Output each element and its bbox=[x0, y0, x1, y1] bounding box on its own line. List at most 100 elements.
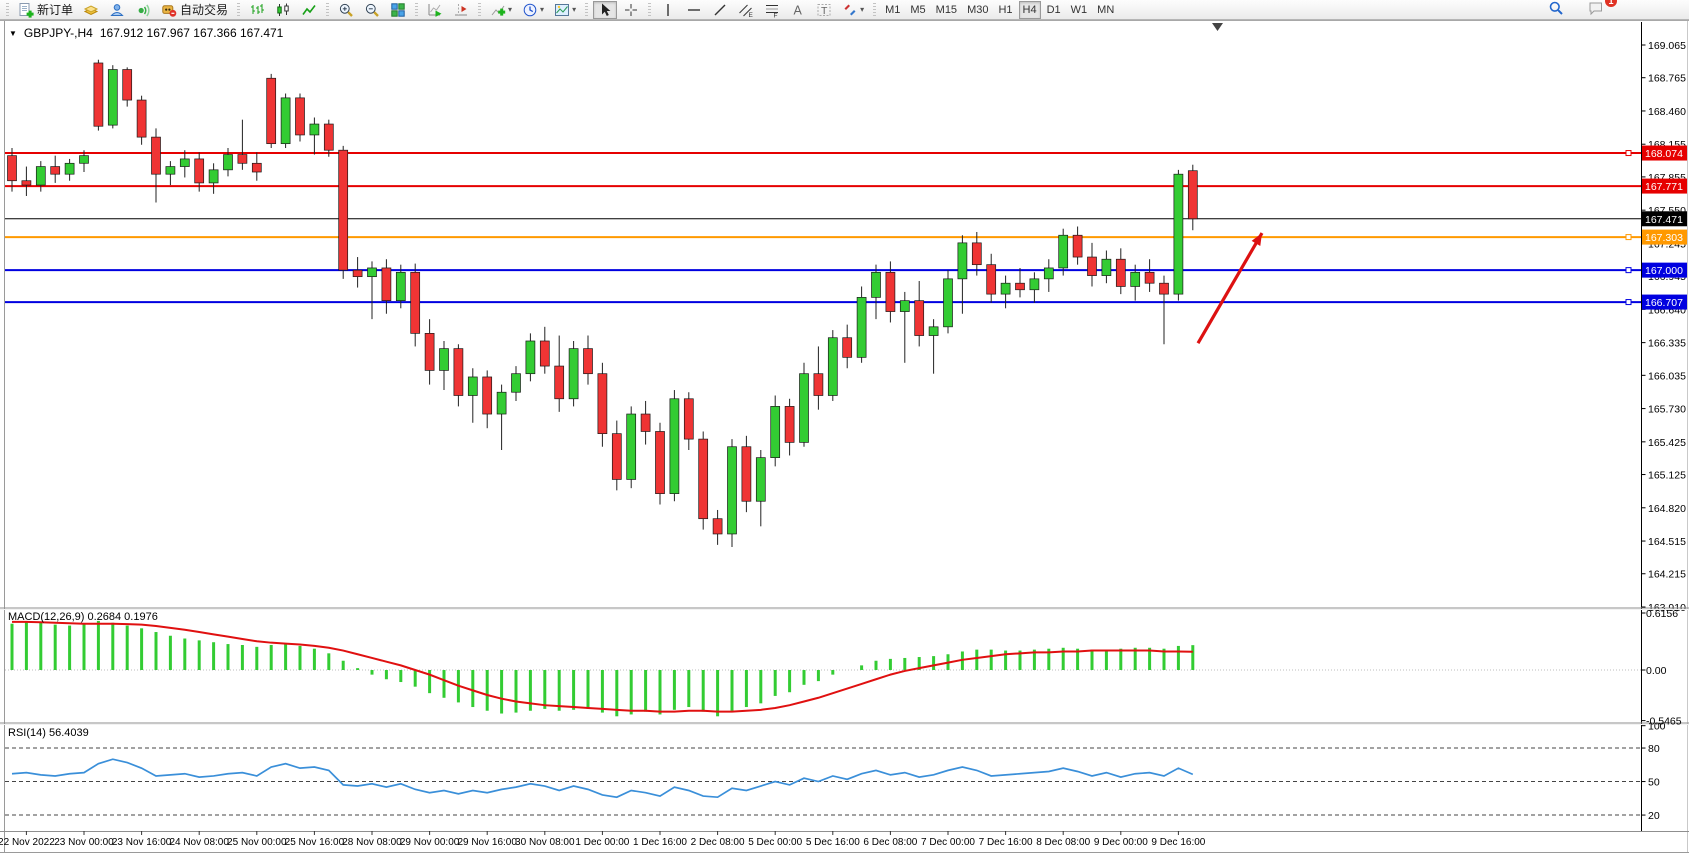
tile-windows-button[interactable] bbox=[386, 1, 410, 19]
trendline-button[interactable] bbox=[708, 1, 732, 19]
price-level-label-bg bbox=[1642, 294, 1687, 310]
zoom-in-button[interactable] bbox=[334, 1, 358, 19]
bear-candle-body bbox=[1187, 170, 1198, 220]
time-axis-label: 6 Dec 08:00 bbox=[863, 837, 917, 848]
bull-candle-body bbox=[799, 373, 809, 443]
signals-button[interactable] bbox=[131, 1, 155, 19]
line-chart-button[interactable] bbox=[297, 1, 321, 19]
tf-m5-label: M5 bbox=[910, 3, 926, 16]
search-button[interactable] bbox=[1544, 0, 1568, 17]
time-axis-label: 23 Nov 16:00 bbox=[112, 837, 172, 848]
fibonacci-button[interactable]: F bbox=[760, 1, 784, 19]
text-button[interactable]: A bbox=[786, 1, 810, 19]
tf-m5-button[interactable]: M5 bbox=[906, 1, 929, 19]
text-label-button[interactable]: T bbox=[812, 1, 836, 19]
bear-candle-body bbox=[842, 337, 853, 358]
bar-chart-button[interactable] bbox=[245, 1, 269, 19]
level-line-handle[interactable] bbox=[1625, 267, 1632, 274]
chevron-down-icon: ▾ bbox=[860, 5, 865, 14]
candlestick-chart-button[interactable] bbox=[271, 1, 295, 19]
level-line-handle[interactable] bbox=[1625, 234, 1632, 241]
tf-h1-button[interactable]: H1 bbox=[994, 1, 1016, 19]
indicators-button[interactable]: ▾ bbox=[486, 1, 516, 19]
price-level-label-bg bbox=[1642, 229, 1687, 245]
price-level-label: 166.707 bbox=[1645, 297, 1683, 309]
time-axis-label: 25 Nov 00:00 bbox=[227, 837, 287, 848]
tf-d1-label: D1 bbox=[1046, 3, 1061, 16]
tf-m1-button[interactable]: M1 bbox=[881, 1, 904, 19]
bear-candle-body bbox=[194, 158, 205, 184]
bear-candle-body bbox=[1015, 282, 1025, 291]
equidistant-channel-button[interactable]: E bbox=[734, 1, 758, 19]
price-level-label-bg bbox=[1642, 262, 1687, 278]
templates-button[interactable]: ▾ bbox=[550, 1, 580, 19]
time-axis-label: 29 Nov 16:00 bbox=[457, 837, 517, 848]
bear-candle-body bbox=[885, 271, 896, 312]
bear-candle-body bbox=[655, 431, 665, 494]
auto-scroll-button[interactable] bbox=[423, 1, 447, 19]
chat-button[interactable] bbox=[1584, 0, 1608, 17]
horizontal-line-button[interactable] bbox=[682, 1, 706, 19]
mql5-community-button[interactable] bbox=[105, 1, 129, 19]
bull-candle-body bbox=[1101, 258, 1112, 276]
new-order-label: 新订单 bbox=[37, 3, 74, 17]
tf-h4-button[interactable]: H4 bbox=[1018, 0, 1041, 19]
level-line-handle[interactable] bbox=[1625, 299, 1632, 306]
bear-candle-body bbox=[352, 269, 363, 278]
price-tick-label: 166.335 bbox=[1648, 338, 1686, 350]
bull-candle-body bbox=[943, 278, 953, 328]
bear-candle-body bbox=[122, 69, 133, 101]
tf-d1-button[interactable]: D1 bbox=[1043, 1, 1065, 19]
periods-button[interactable]: ▾ bbox=[518, 1, 548, 19]
toolbar-gripper bbox=[6, 2, 9, 17]
macd-values: 0.2684 0.1976 bbox=[87, 611, 158, 623]
arrows-button[interactable]: ▾ bbox=[838, 1, 868, 19]
bull-candle-body bbox=[367, 267, 377, 278]
bull-candle-body bbox=[871, 271, 881, 298]
bull-candle-body bbox=[280, 97, 291, 145]
bear-candle-body bbox=[611, 433, 622, 480]
tf-w1-label: W1 bbox=[1070, 3, 1088, 16]
bear-candle-body bbox=[813, 373, 824, 396]
market-depth-button[interactable] bbox=[79, 1, 103, 19]
trend-arrow-annotation[interactable] bbox=[1196, 232, 1264, 344]
bull-candle-body bbox=[1000, 282, 1011, 295]
rsi-line bbox=[11, 758, 1194, 799]
fibonacci-icon: F bbox=[764, 2, 780, 18]
bull-candle-body bbox=[957, 242, 968, 280]
tf-w1-button[interactable]: W1 bbox=[1067, 1, 1092, 19]
chart-title: ▼ GBPJPY-,H4 167.912 167.967 167.366 167… bbox=[9, 26, 283, 40]
chart-shift-button[interactable] bbox=[449, 1, 473, 19]
mql5-community-icon bbox=[109, 2, 125, 18]
new-order-button[interactable]: 新订单 bbox=[14, 1, 77, 19]
crosshair-button[interactable] bbox=[619, 1, 643, 19]
zoom-out-button[interactable] bbox=[360, 1, 384, 19]
tf-m15-button[interactable]: M15 bbox=[932, 1, 961, 19]
tf-h1-label: H1 bbox=[998, 3, 1013, 16]
toolbar: 新订单 自动交易 ▾ ▾ ▾ E F A T ▾ M1 M5 M15 M30 H1 H4 D1 W1 MN 1 bbox=[0, 0, 1689, 20]
tf-m30-button[interactable]: M30 bbox=[963, 1, 992, 19]
bear-candle-body bbox=[597, 373, 608, 435]
arrows-icon bbox=[842, 2, 858, 18]
collapse-arrow-icon[interactable]: ▼ bbox=[9, 28, 17, 38]
level-line-handle[interactable] bbox=[1625, 150, 1632, 157]
bull-candle-body bbox=[439, 348, 449, 371]
bear-candle-body bbox=[971, 242, 982, 266]
zoom-out-icon bbox=[364, 2, 380, 18]
tf-mn-button[interactable]: MN bbox=[1093, 1, 1118, 19]
toolbar-gripper bbox=[415, 2, 419, 17]
auto-scroll-icon bbox=[427, 2, 443, 18]
chart-shift-icon bbox=[453, 2, 469, 18]
chart-shift-marker bbox=[1212, 23, 1223, 31]
bear-candle-body bbox=[539, 340, 550, 367]
vertical-line-button[interactable] bbox=[656, 1, 680, 19]
periods-icon bbox=[522, 2, 538, 18]
horizontal-line-icon bbox=[686, 2, 702, 18]
auto-trading-button[interactable]: 自动交易 bbox=[157, 1, 232, 19]
line-chart-icon bbox=[301, 2, 317, 18]
text-label-icon: T bbox=[816, 2, 832, 18]
price-level-label: 168.074 bbox=[1645, 148, 1683, 160]
bear-candle-body bbox=[698, 438, 709, 520]
bull-candle-body bbox=[727, 446, 737, 535]
cursor-button[interactable] bbox=[593, 0, 618, 19]
